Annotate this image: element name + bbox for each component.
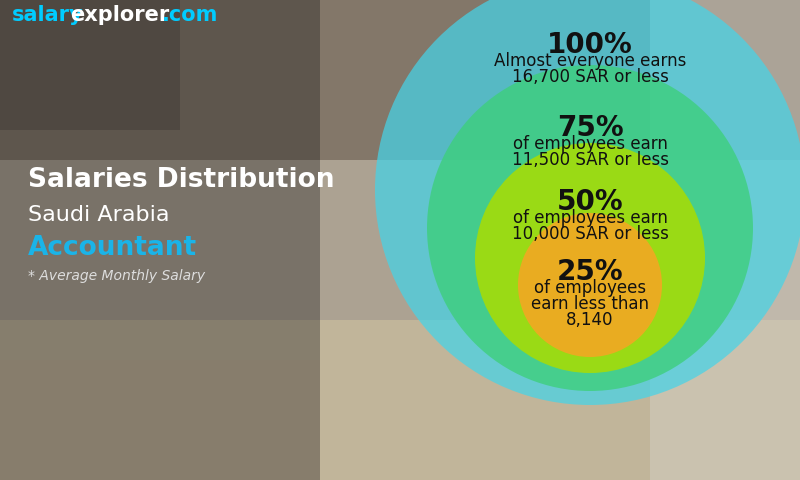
Circle shape (518, 213, 662, 357)
Text: Salaries Distribution: Salaries Distribution (28, 167, 334, 193)
Bar (0, 160, 800, 320)
Bar (0, 320, 800, 480)
Circle shape (427, 65, 753, 391)
Text: .com: .com (162, 5, 218, 25)
Bar (0, 0, 800, 160)
Text: 8,140: 8,140 (566, 311, 614, 329)
Circle shape (375, 0, 800, 405)
Text: 16,700 SAR or less: 16,700 SAR or less (511, 68, 669, 86)
Text: explorer: explorer (70, 5, 170, 25)
Text: salary: salary (12, 5, 84, 25)
Circle shape (475, 143, 705, 373)
Text: of employees: of employees (534, 279, 646, 297)
Text: Accountant: Accountant (28, 235, 197, 261)
Bar (0, 0, 180, 130)
Bar (0, 360, 320, 480)
Bar (650, 0, 800, 480)
Text: Almost everyone earns: Almost everyone earns (494, 52, 686, 70)
Text: 10,000 SAR or less: 10,000 SAR or less (511, 225, 669, 243)
Text: 100%: 100% (547, 31, 633, 59)
Text: 50%: 50% (557, 188, 623, 216)
Text: of employees earn: of employees earn (513, 209, 667, 227)
Text: * Average Monthly Salary: * Average Monthly Salary (28, 269, 205, 283)
Text: 75%: 75% (557, 114, 623, 142)
Bar (0, 0, 320, 480)
Text: 25%: 25% (557, 258, 623, 286)
Text: Saudi Arabia: Saudi Arabia (28, 205, 170, 225)
Text: 11,500 SAR or less: 11,500 SAR or less (511, 151, 669, 169)
Text: of employees earn: of employees earn (513, 135, 667, 153)
Text: earn less than: earn less than (531, 295, 649, 313)
